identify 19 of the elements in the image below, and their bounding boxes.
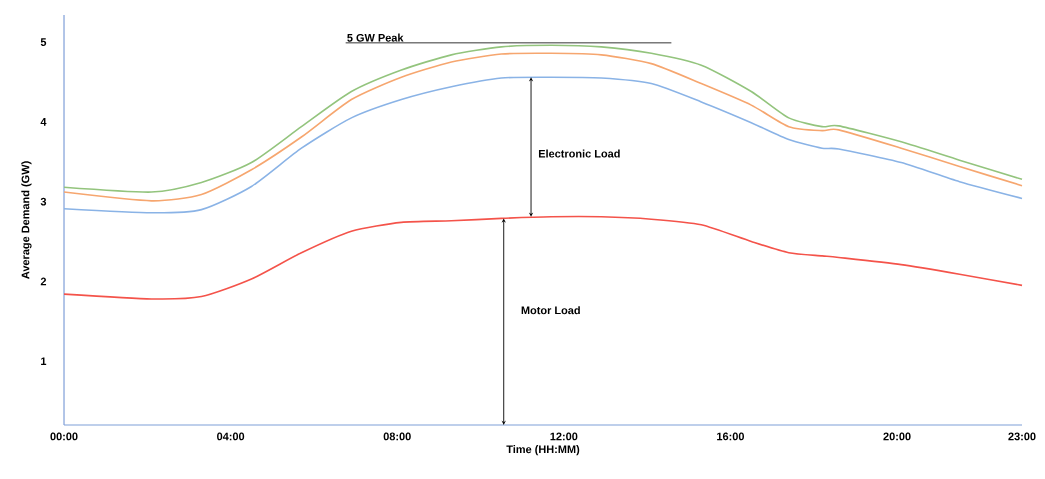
- x-tick-label: 12:00: [550, 432, 578, 441]
- annotation: 5 GW Peak: [347, 33, 404, 42]
- x-tick-label: 23:00: [1008, 432, 1036, 441]
- y-axis-title: Average Demand (GW): [21, 161, 32, 279]
- annotation: Motor Load: [521, 306, 580, 315]
- x-tick-label: 08:00: [383, 432, 411, 441]
- x-axis-title: Time (HH:MM): [506, 445, 580, 456]
- y-tick-label: 3: [40, 197, 47, 206]
- y-tick-label: 1: [41, 357, 47, 365]
- line-series: [63, 215, 1023, 300]
- x-tick-label: 20:00: [883, 432, 911, 441]
- annotation: Electronic Load: [538, 149, 620, 158]
- y-tick-label: 4: [40, 118, 47, 126]
- y-tick-label: 5: [40, 38, 47, 46]
- x-tick-label: 16:00: [717, 432, 744, 441]
- x-tick-label: 04:00: [217, 432, 245, 441]
- line-series: [63, 76, 1023, 214]
- y-tick-label: 2: [40, 277, 47, 286]
- x-tick-label: 00:00: [50, 432, 78, 441]
